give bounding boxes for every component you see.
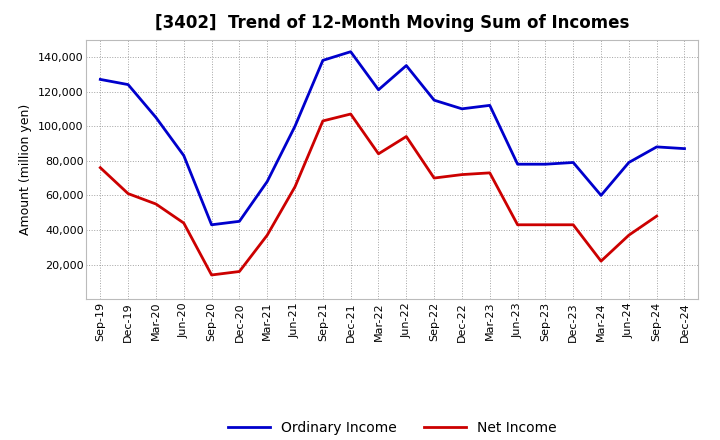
Ordinary Income: [624, 160, 633, 165]
Ordinary Income: [318, 58, 327, 63]
Net Income: [652, 213, 661, 219]
Net Income: [346, 111, 355, 117]
Net Income: [374, 151, 383, 157]
Net Income: [485, 170, 494, 176]
Ordinary Income: [207, 222, 216, 227]
Ordinary Income: [374, 87, 383, 92]
Net Income: [263, 232, 271, 238]
Ordinary Income: [485, 103, 494, 108]
Ordinary Income: [346, 49, 355, 55]
Ordinary Income: [680, 146, 689, 151]
Ordinary Income: [96, 77, 104, 82]
Net Income: [458, 172, 467, 177]
Line: Net Income: Net Income: [100, 114, 657, 275]
Net Income: [207, 272, 216, 278]
Net Income: [318, 118, 327, 124]
Ordinary Income: [513, 161, 522, 167]
Net Income: [624, 232, 633, 238]
Net Income: [597, 258, 606, 264]
Ordinary Income: [263, 179, 271, 184]
Ordinary Income: [235, 219, 243, 224]
Ordinary Income: [402, 63, 410, 68]
Ordinary Income: [458, 106, 467, 111]
Ordinary Income: [430, 98, 438, 103]
Ordinary Income: [152, 115, 161, 120]
Net Income: [291, 184, 300, 189]
Ordinary Income: [652, 144, 661, 150]
Net Income: [513, 222, 522, 227]
Net Income: [430, 176, 438, 181]
Net Income: [569, 222, 577, 227]
Title: [3402]  Trend of 12-Month Moving Sum of Incomes: [3402] Trend of 12-Month Moving Sum of I…: [156, 15, 629, 33]
Ordinary Income: [124, 82, 132, 87]
Net Income: [96, 165, 104, 170]
Ordinary Income: [541, 161, 550, 167]
Ordinary Income: [179, 153, 188, 158]
Y-axis label: Amount (million yen): Amount (million yen): [19, 104, 32, 235]
Net Income: [124, 191, 132, 196]
Net Income: [235, 269, 243, 274]
Legend: Ordinary Income, Net Income: Ordinary Income, Net Income: [222, 415, 562, 440]
Ordinary Income: [569, 160, 577, 165]
Net Income: [541, 222, 550, 227]
Net Income: [179, 220, 188, 226]
Line: Ordinary Income: Ordinary Income: [100, 52, 685, 225]
Ordinary Income: [597, 193, 606, 198]
Ordinary Income: [291, 124, 300, 129]
Net Income: [402, 134, 410, 139]
Net Income: [152, 202, 161, 207]
